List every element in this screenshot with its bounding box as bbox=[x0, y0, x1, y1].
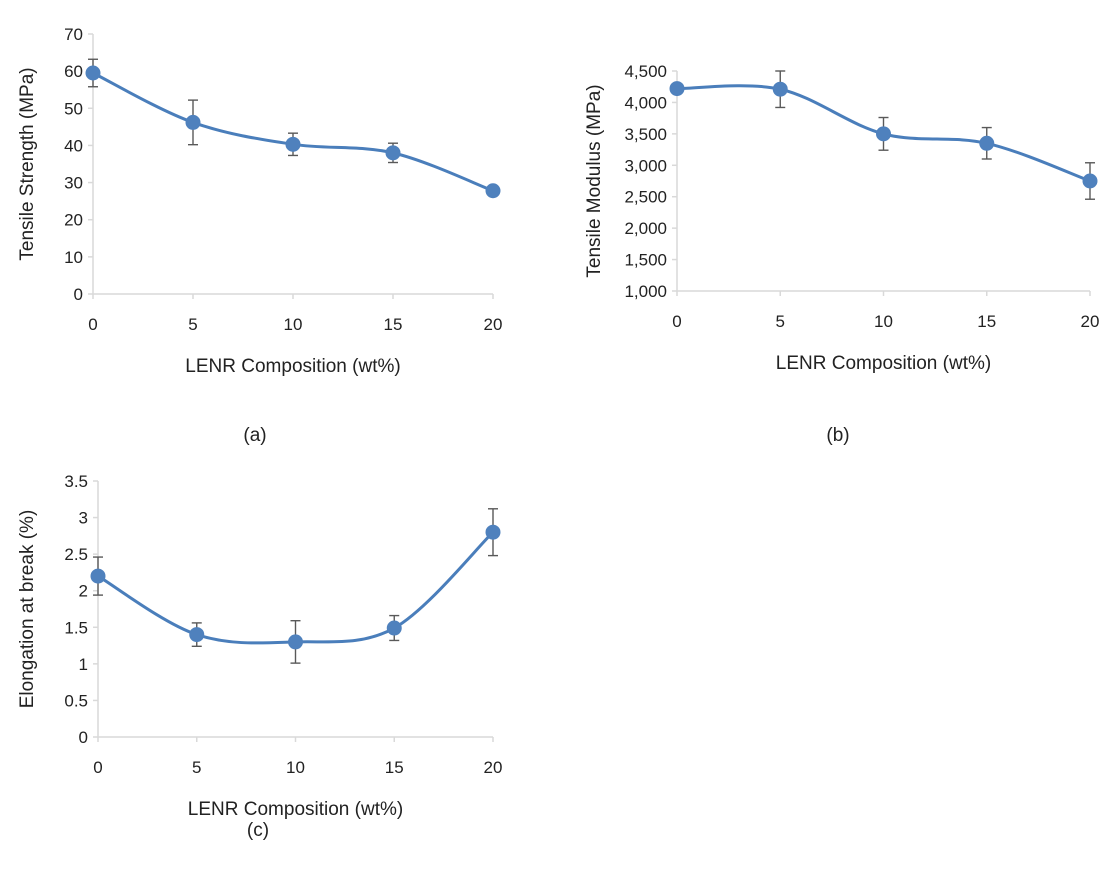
y-tick-label: 2,000 bbox=[624, 219, 667, 238]
x-tick-label: 20 bbox=[1081, 312, 1100, 331]
y-tick-label: 2.5 bbox=[64, 545, 88, 564]
x-tick-label: 15 bbox=[977, 312, 996, 331]
x-tick-label: 20 bbox=[484, 315, 503, 334]
y-tick-label: 1,000 bbox=[624, 282, 667, 301]
x-axis-label: LENR Composition (wt%) bbox=[188, 799, 403, 820]
y-tick-label: 3.5 bbox=[64, 472, 88, 491]
y-axis-label: Tensile Modulus (MPa) bbox=[584, 84, 605, 277]
data-point bbox=[979, 135, 995, 151]
y-tick-label: 0 bbox=[79, 728, 88, 747]
panel-caption: (a) bbox=[243, 425, 266, 446]
x-tick-label: 20 bbox=[484, 758, 503, 777]
data-point bbox=[876, 126, 891, 142]
data-point bbox=[285, 136, 301, 152]
data-point bbox=[288, 634, 303, 650]
x-tick-label: 15 bbox=[384, 315, 403, 334]
y-tick-label: 70 bbox=[64, 25, 83, 44]
y-tick-label: 1.5 bbox=[64, 618, 88, 637]
panel-caption: (c) bbox=[247, 820, 269, 841]
y-tick-label: 30 bbox=[64, 174, 83, 193]
y-axis-label: Elongation at break (%) bbox=[17, 510, 38, 709]
panel-caption: (b) bbox=[826, 425, 849, 446]
y-tick-label: 2,500 bbox=[624, 188, 667, 207]
y-tick-label: 0 bbox=[74, 285, 83, 304]
x-tick-label: 10 bbox=[284, 315, 303, 334]
series-line bbox=[92, 71, 494, 193]
data-point bbox=[185, 114, 201, 130]
chart-panel-b: 1,000 1,500 2,000 2,500 3,000 3,500 4,000 4,500… bbox=[584, 62, 1099, 446]
y-tick-label: 40 bbox=[64, 136, 83, 155]
y-tick-label: 3,000 bbox=[624, 156, 667, 175]
y-tick-label: 3,500 bbox=[624, 125, 667, 144]
chart-panel-c: 0 0.5 1 1.5 2 2.5 3 3.5 0 5 10 15 20 LENR Composition… bbox=[17, 472, 502, 841]
y-tick-label: 3 bbox=[79, 509, 88, 528]
x-tick-label: 5 bbox=[776, 312, 785, 331]
x-tick-label: 15 bbox=[385, 758, 404, 777]
y-tick-label: 4,000 bbox=[624, 93, 667, 112]
data-point bbox=[485, 524, 501, 540]
x-tick-label: 5 bbox=[192, 758, 201, 777]
x-tick-label: 10 bbox=[874, 312, 893, 331]
data-point bbox=[85, 65, 101, 81]
y-tick-label: 1,500 bbox=[624, 251, 667, 270]
data-point bbox=[189, 627, 205, 643]
y-tick-label: 4,500 bbox=[624, 62, 667, 81]
x-tick-label: 10 bbox=[286, 758, 305, 777]
x-tick-label: 0 bbox=[88, 315, 97, 334]
y-tick-label: 20 bbox=[64, 211, 83, 230]
data-point bbox=[90, 568, 106, 584]
y-tick-label: 2 bbox=[79, 582, 88, 601]
y-axis-label: Tensile Strength (MPa) bbox=[17, 67, 38, 260]
data-point bbox=[1082, 173, 1098, 189]
y-tick-label: 0.5 bbox=[64, 691, 88, 710]
y-tick-label: 10 bbox=[64, 248, 83, 267]
y-tick-label: 50 bbox=[64, 99, 83, 118]
x-tick-label: 5 bbox=[188, 315, 197, 334]
x-tick-label: 0 bbox=[93, 758, 102, 777]
data-point bbox=[485, 183, 501, 199]
x-axis-label: LENR Composition (wt%) bbox=[776, 353, 991, 374]
data-point bbox=[772, 81, 788, 97]
x-axis-label: LENR Composition (wt%) bbox=[185, 356, 400, 377]
chart-panel-a: 0 10 20 30 40 50 60 70 0 5 10 15 20 LENR Composition … bbox=[17, 25, 502, 446]
y-tick-label: 60 bbox=[64, 62, 83, 81]
data-point bbox=[386, 620, 402, 636]
data-point bbox=[669, 81, 685, 97]
data-point bbox=[385, 145, 401, 161]
y-tick-label: 1 bbox=[79, 655, 88, 674]
x-tick-label: 0 bbox=[672, 312, 681, 331]
